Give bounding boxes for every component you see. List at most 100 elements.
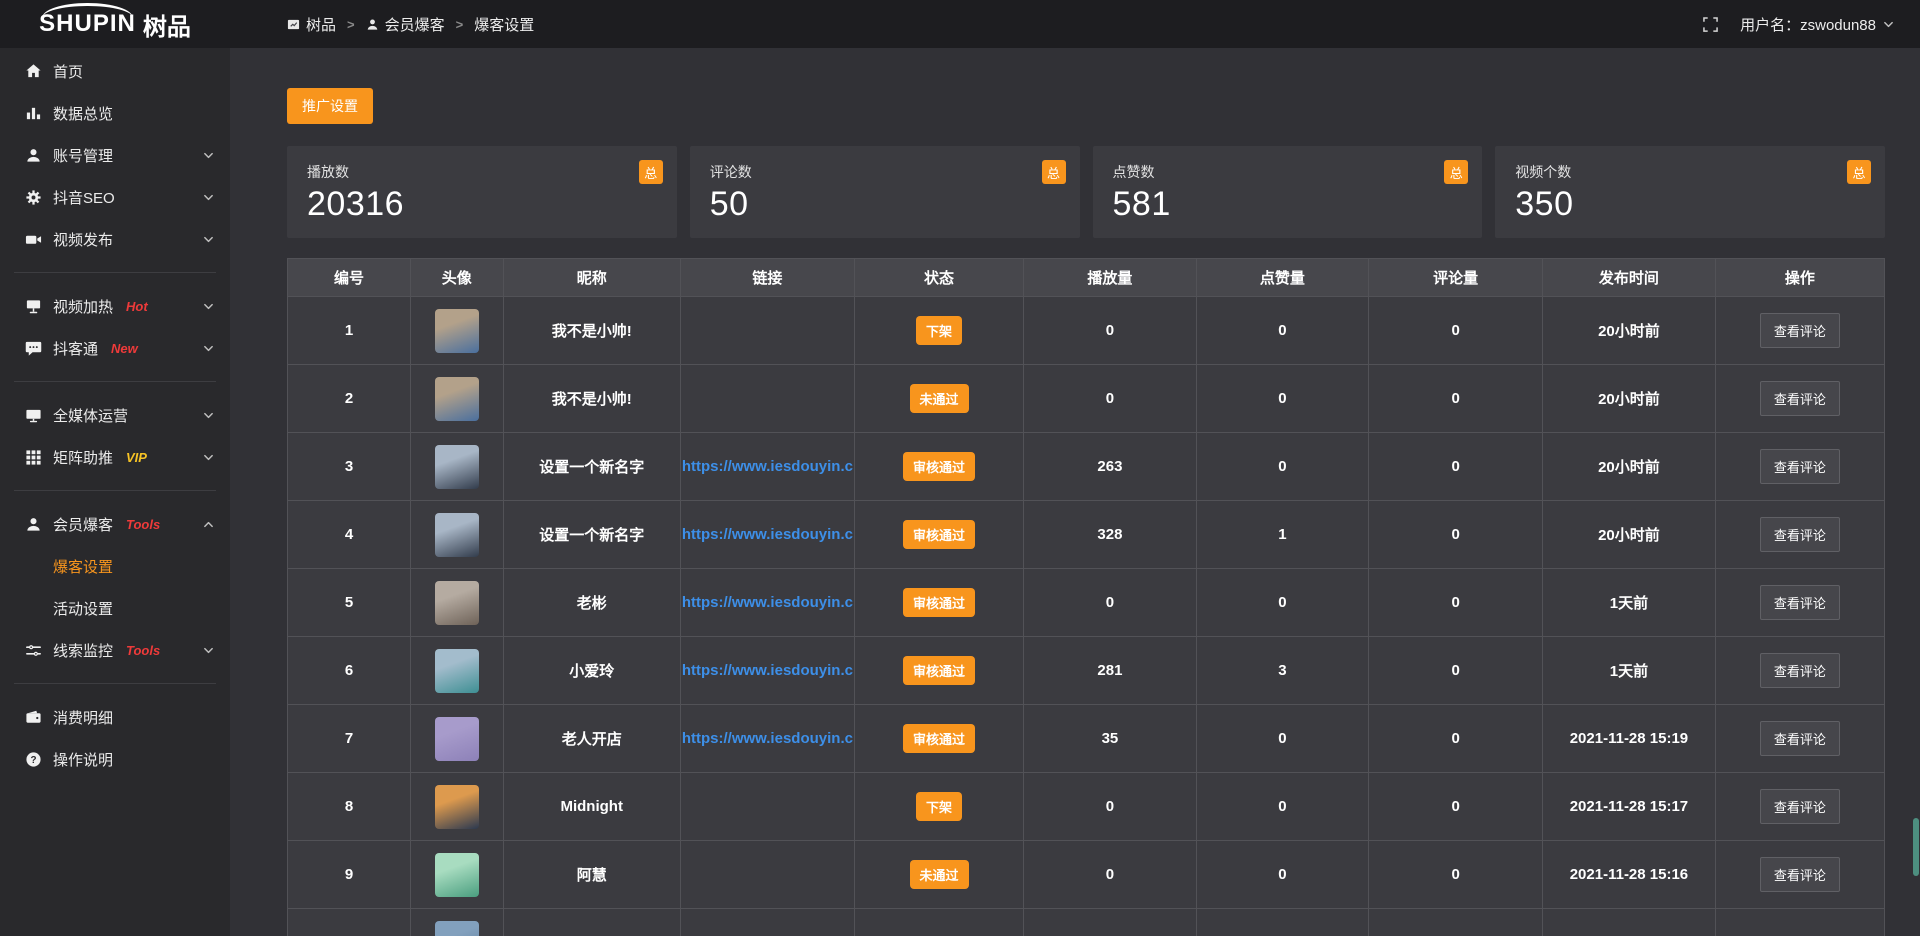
billboard-icon xyxy=(24,297,42,315)
stat-card-videos: 视频个数 350 总 xyxy=(1495,146,1885,238)
fullscreen-icon[interactable] xyxy=(1703,16,1718,32)
cell-avatar xyxy=(409,772,504,841)
sidebar-item-video-publish[interactable]: 视频发布 xyxy=(0,218,230,260)
sidebar-item-douyin-seo[interactable]: 抖音SEO xyxy=(0,176,230,218)
cell-likes: 1 xyxy=(1195,500,1370,569)
view-comments-button[interactable]: 查看评论 xyxy=(1759,789,1840,824)
video-link[interactable]: https://www.iesdouyin.c xyxy=(681,594,853,611)
breadcrumb-separator: > xyxy=(455,16,464,32)
gear-icon xyxy=(24,188,42,206)
cell-action: 查看评论 xyxy=(1714,364,1886,433)
stat-card-label: 视频个数 xyxy=(1515,164,1572,180)
cell-publish-time: 2021-11-28 15:19 xyxy=(1542,704,1716,773)
user-icon xyxy=(24,146,42,164)
app-logo[interactable]: SHUPIN 树品 xyxy=(0,0,230,48)
status-badge[interactable]: 审核通过 xyxy=(903,724,976,753)
cell-nickname: 我不是小帅! xyxy=(502,296,681,365)
video-link[interactable]: https://www.iesdouyin.c xyxy=(681,526,853,543)
grid-icon xyxy=(24,448,42,466)
sidebar-item-matrix-boost[interactable]: 矩阵助推 VIP xyxy=(0,436,230,478)
chat-icon xyxy=(24,339,42,357)
view-comments-button[interactable]: 查看评论 xyxy=(1759,381,1840,416)
user-menu[interactable]: 用户名：zswodun88 xyxy=(1740,14,1894,35)
cell-plays: 0 xyxy=(1023,364,1197,433)
sidebar-item-video-heating[interactable]: 视频加热 Hot xyxy=(0,285,230,327)
sidebar-item-operation-guide[interactable]: ? 操作说明 xyxy=(0,738,230,780)
person-icon xyxy=(366,18,379,31)
cell-nickname: 老彬 xyxy=(502,568,681,637)
table-row: 1 我不是小帅! 下架 0 0 0 20小时前 查看评论 xyxy=(287,296,1886,365)
avatar xyxy=(434,716,479,761)
sidebar-item-home[interactable]: 首页 xyxy=(0,50,230,92)
status-badge[interactable]: 审核通过 xyxy=(903,588,976,617)
column-header-action: 操作 xyxy=(1714,258,1886,297)
breadcrumb-separator: > xyxy=(347,16,355,32)
sidebar-item-all-media-operation[interactable]: 全媒体运营 xyxy=(0,394,230,436)
cell-link: https://www.iesdouyin.c xyxy=(679,636,855,705)
cell-avatar xyxy=(409,364,504,433)
table-row: 9 阿慧 未通过 0 0 0 2021-11-28 15:16 查看评论 xyxy=(287,840,1886,909)
sidebar-subitem-activity-settings[interactable]: 活动设置 xyxy=(53,600,114,618)
sidebar-item-label: 账号管理 xyxy=(53,147,114,165)
sidebar-item-clue-monitoring[interactable]: 线索监控 Tools xyxy=(0,629,230,671)
avatar xyxy=(434,444,479,489)
cell-id: 7 xyxy=(287,704,411,773)
view-comments-button[interactable]: 查看评论 xyxy=(1759,653,1840,688)
sidebar-item-account-management[interactable]: 账号管理 xyxy=(0,134,230,176)
cell-plays: 0 xyxy=(1023,840,1197,909)
view-comments-button[interactable]: 查看评论 xyxy=(1759,857,1840,892)
chevron-down-icon xyxy=(203,192,214,203)
status-badge[interactable]: 下架 xyxy=(916,316,963,345)
cell-comments: 0 xyxy=(1368,432,1544,501)
video-link[interactable]: https://www.iesdouyin.c xyxy=(681,458,853,475)
cell-likes: 0 xyxy=(1195,840,1370,909)
status-badge[interactable]: 未通过 xyxy=(909,384,969,413)
cell-comments: 0 xyxy=(1368,840,1544,909)
view-comments-button[interactable]: 查看评论 xyxy=(1759,721,1840,756)
cell-likes: 0 xyxy=(1195,432,1370,501)
status-badge[interactable]: 下架 xyxy=(916,792,963,821)
status-badge[interactable]: 未通过 xyxy=(909,860,969,889)
svg-text:?: ? xyxy=(30,754,36,765)
cell-avatar xyxy=(409,500,504,569)
table-row: 3 设置一个新名字 https://www.iesdouyin.c 审核通过 263 0 0… xyxy=(287,432,1886,501)
help-icon: ? xyxy=(24,750,42,768)
bar-chart-icon xyxy=(24,104,42,122)
sidebar-item-douketong[interactable]: 抖客通 New xyxy=(0,327,230,369)
status-badge[interactable]: 审核通过 xyxy=(903,452,976,481)
cell-id: 1 xyxy=(287,296,411,365)
view-comments-button[interactable]: 查看评论 xyxy=(1759,313,1840,348)
cell-avatar xyxy=(409,704,504,773)
cell-publish-time: 20小时前 xyxy=(1542,364,1716,433)
cell-id: 5 xyxy=(287,568,411,637)
chevron-up-icon xyxy=(203,519,214,530)
view-comments-button[interactable]: 查看评论 xyxy=(1759,585,1840,620)
promo-settings-button[interactable]: 推广设置 xyxy=(287,88,373,124)
video-link[interactable]: https://www.iesdouyin.c xyxy=(681,730,853,747)
column-header-plays: 播放量 xyxy=(1023,258,1197,297)
scrollbar-thumb[interactable] xyxy=(1913,818,1919,876)
cell-publish-time: 2021-11-28 15:17 xyxy=(1542,772,1716,841)
sidebar-item-consumption-details[interactable]: 消费明细 xyxy=(0,696,230,738)
avatar xyxy=(434,376,479,421)
video-link[interactable]: https://www.iesdouyin.c xyxy=(681,662,853,679)
sidebar-item-data-overview[interactable]: 数据总览 xyxy=(0,92,230,134)
column-header-likes: 点赞量 xyxy=(1195,258,1370,297)
column-header-publish-time: 发布时间 xyxy=(1542,258,1716,297)
status-badge[interactable]: 审核通过 xyxy=(903,656,976,685)
stat-card-comments: 评论数 50 总 xyxy=(689,146,1080,238)
cell-status: 审核通过 xyxy=(853,636,1025,705)
sidebar-subitem-baoke-settings[interactable]: 爆客设置 xyxy=(53,558,114,576)
cell-plays xyxy=(1023,908,1197,936)
view-comments-button[interactable]: 查看评论 xyxy=(1759,517,1840,552)
view-comments-button[interactable]: 查看评论 xyxy=(1759,449,1840,484)
breadcrumb-item-member-baoke[interactable]: 会员爆客 xyxy=(366,14,445,35)
avatar xyxy=(434,648,479,693)
cell-nickname xyxy=(502,908,681,936)
sidebar-item-member-baoke[interactable]: 会员爆客 Tools xyxy=(0,503,230,545)
status-badge[interactable]: 审核通过 xyxy=(903,520,976,549)
breadcrumb-item-shupin[interactable]: 树品 xyxy=(287,14,336,35)
cell-plays: 0 xyxy=(1023,772,1197,841)
breadcrumb-item-baoke-settings[interactable]: 爆客设置 xyxy=(474,14,534,35)
cell-nickname: 老人开店 xyxy=(502,704,681,773)
